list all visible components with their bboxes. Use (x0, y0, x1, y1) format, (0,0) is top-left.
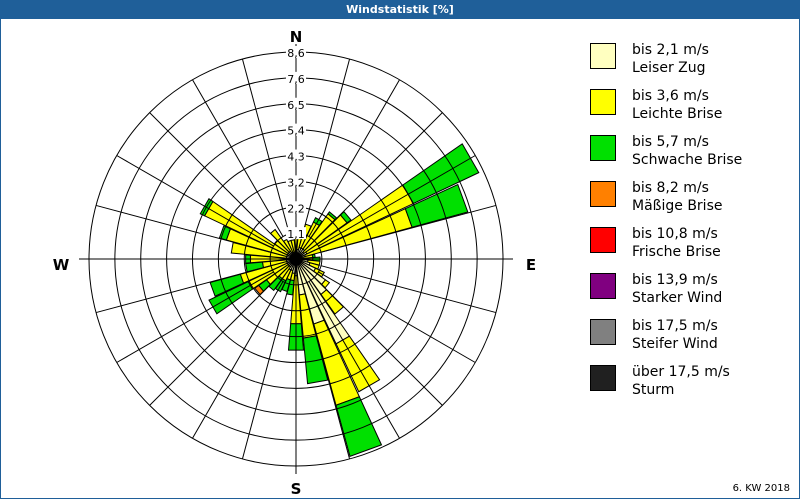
legend-name: Steifer Wind (632, 336, 718, 352)
legend-speed: bis 8,2 m/s (632, 180, 709, 196)
legend-label: bis 5,7 m/s Schwache Brise (632, 133, 742, 169)
ring-label: 8,6 (287, 47, 305, 60)
ring-label: 7,6 (287, 73, 305, 86)
legend-label: über 17,5 m/s Sturm (632, 363, 730, 399)
ring-label-bg (286, 149, 306, 162)
grid-spoke (192, 281, 284, 439)
grid-spoke (149, 276, 279, 406)
legend-swatch (590, 273, 616, 299)
legend-swatch (590, 135, 616, 161)
chart-title: Windstatistik [%] (0, 0, 800, 19)
ring-label: 6,5 (287, 99, 305, 112)
legend-name: Frische Brise (632, 244, 721, 260)
sector-bar-170-class-3 (302, 335, 329, 385)
grid-spoke (318, 155, 476, 247)
legend-swatch (590, 227, 616, 253)
east-label: E (526, 256, 536, 274)
sector-bar-70-class-3 (404, 183, 469, 228)
legend-label: bis 3,6 m/s Leichte Brise (632, 87, 722, 123)
legend-swatch (590, 43, 616, 69)
grid-spoke (302, 58, 351, 235)
legend-label: bis 10,8 m/s Frische Brise (632, 225, 721, 261)
ring-label-bg (286, 46, 306, 58)
legend-speed: bis 10,8 m/s (632, 226, 718, 242)
grid-spoke (149, 112, 279, 242)
grid-spoke (318, 271, 476, 363)
legend-swatch (590, 181, 616, 207)
ring-label-bg (286, 71, 306, 84)
ring-label: 3,2 (287, 176, 305, 189)
grid-spoke (313, 276, 443, 406)
sector-bar-350-class-2 (290, 239, 296, 253)
ring-label-bg (286, 201, 306, 214)
grid-spoke (241, 58, 290, 235)
grid-spoke (302, 283, 351, 460)
sector-bar-240-class-3 (208, 280, 254, 315)
legend-swatch (590, 89, 616, 115)
legend-speed: bis 3,6 m/s (632, 88, 709, 104)
grid-spoke (241, 283, 290, 460)
grid-spoke (320, 265, 497, 314)
sector-bar-80-class-3 (311, 253, 316, 258)
ring-label: 2,2 (287, 202, 305, 215)
ring-label-bg (286, 227, 306, 240)
legend-swatch (590, 365, 616, 391)
legend-speed: bis 13,9 m/s (632, 272, 718, 288)
legend-label: bis 17,5 m/s Steifer Wind (632, 317, 718, 353)
legend-speed: über 17,5 m/s (632, 364, 730, 380)
legend-speed: bis 2,1 m/s (632, 42, 709, 58)
legend-speed: bis 17,5 m/s (632, 318, 718, 334)
ring-label-bg (286, 175, 306, 188)
sector-bar-160-class-3 (335, 396, 383, 457)
grid-spoke (95, 204, 272, 253)
legend-speed: bis 5,7 m/s (632, 134, 709, 150)
legend-name: Leiser Zug (632, 60, 706, 76)
legend-name: Schwache Brise (632, 152, 743, 168)
grid-spoke (192, 79, 284, 237)
ring-label-bg (286, 123, 306, 136)
week-label: 6. KW 2018 (732, 483, 790, 494)
legend-name: Starker Wind (632, 290, 723, 306)
legend-label: bis 13,9 m/s Starker Wind (632, 271, 722, 307)
grid-spoke (95, 265, 272, 314)
ring-label-bg (286, 97, 306, 110)
grid-spoke (116, 155, 274, 247)
ring-label: 4,3 (287, 151, 305, 164)
grid-spoke (308, 79, 400, 237)
legend-name: Leichte Brise (632, 106, 723, 122)
ring-label: 5,4 (287, 125, 305, 138)
legend-name: Mäßige Brise (632, 198, 723, 214)
grid-spoke (308, 281, 400, 439)
west-label: W (53, 256, 70, 274)
legend-label: bis 8,2 m/s Mäßige Brise (632, 179, 722, 215)
grid-spoke (320, 204, 497, 253)
legend-name: Sturm (632, 382, 675, 398)
grid-spoke (313, 112, 443, 242)
south-label: S (291, 480, 302, 498)
legend-swatch (590, 319, 616, 345)
grid-spoke (116, 271, 274, 363)
legend-label: bis 2,1 m/s Leiser Zug (632, 41, 709, 77)
north-label: N (290, 28, 303, 46)
ring-label: 1,1 (287, 228, 305, 241)
